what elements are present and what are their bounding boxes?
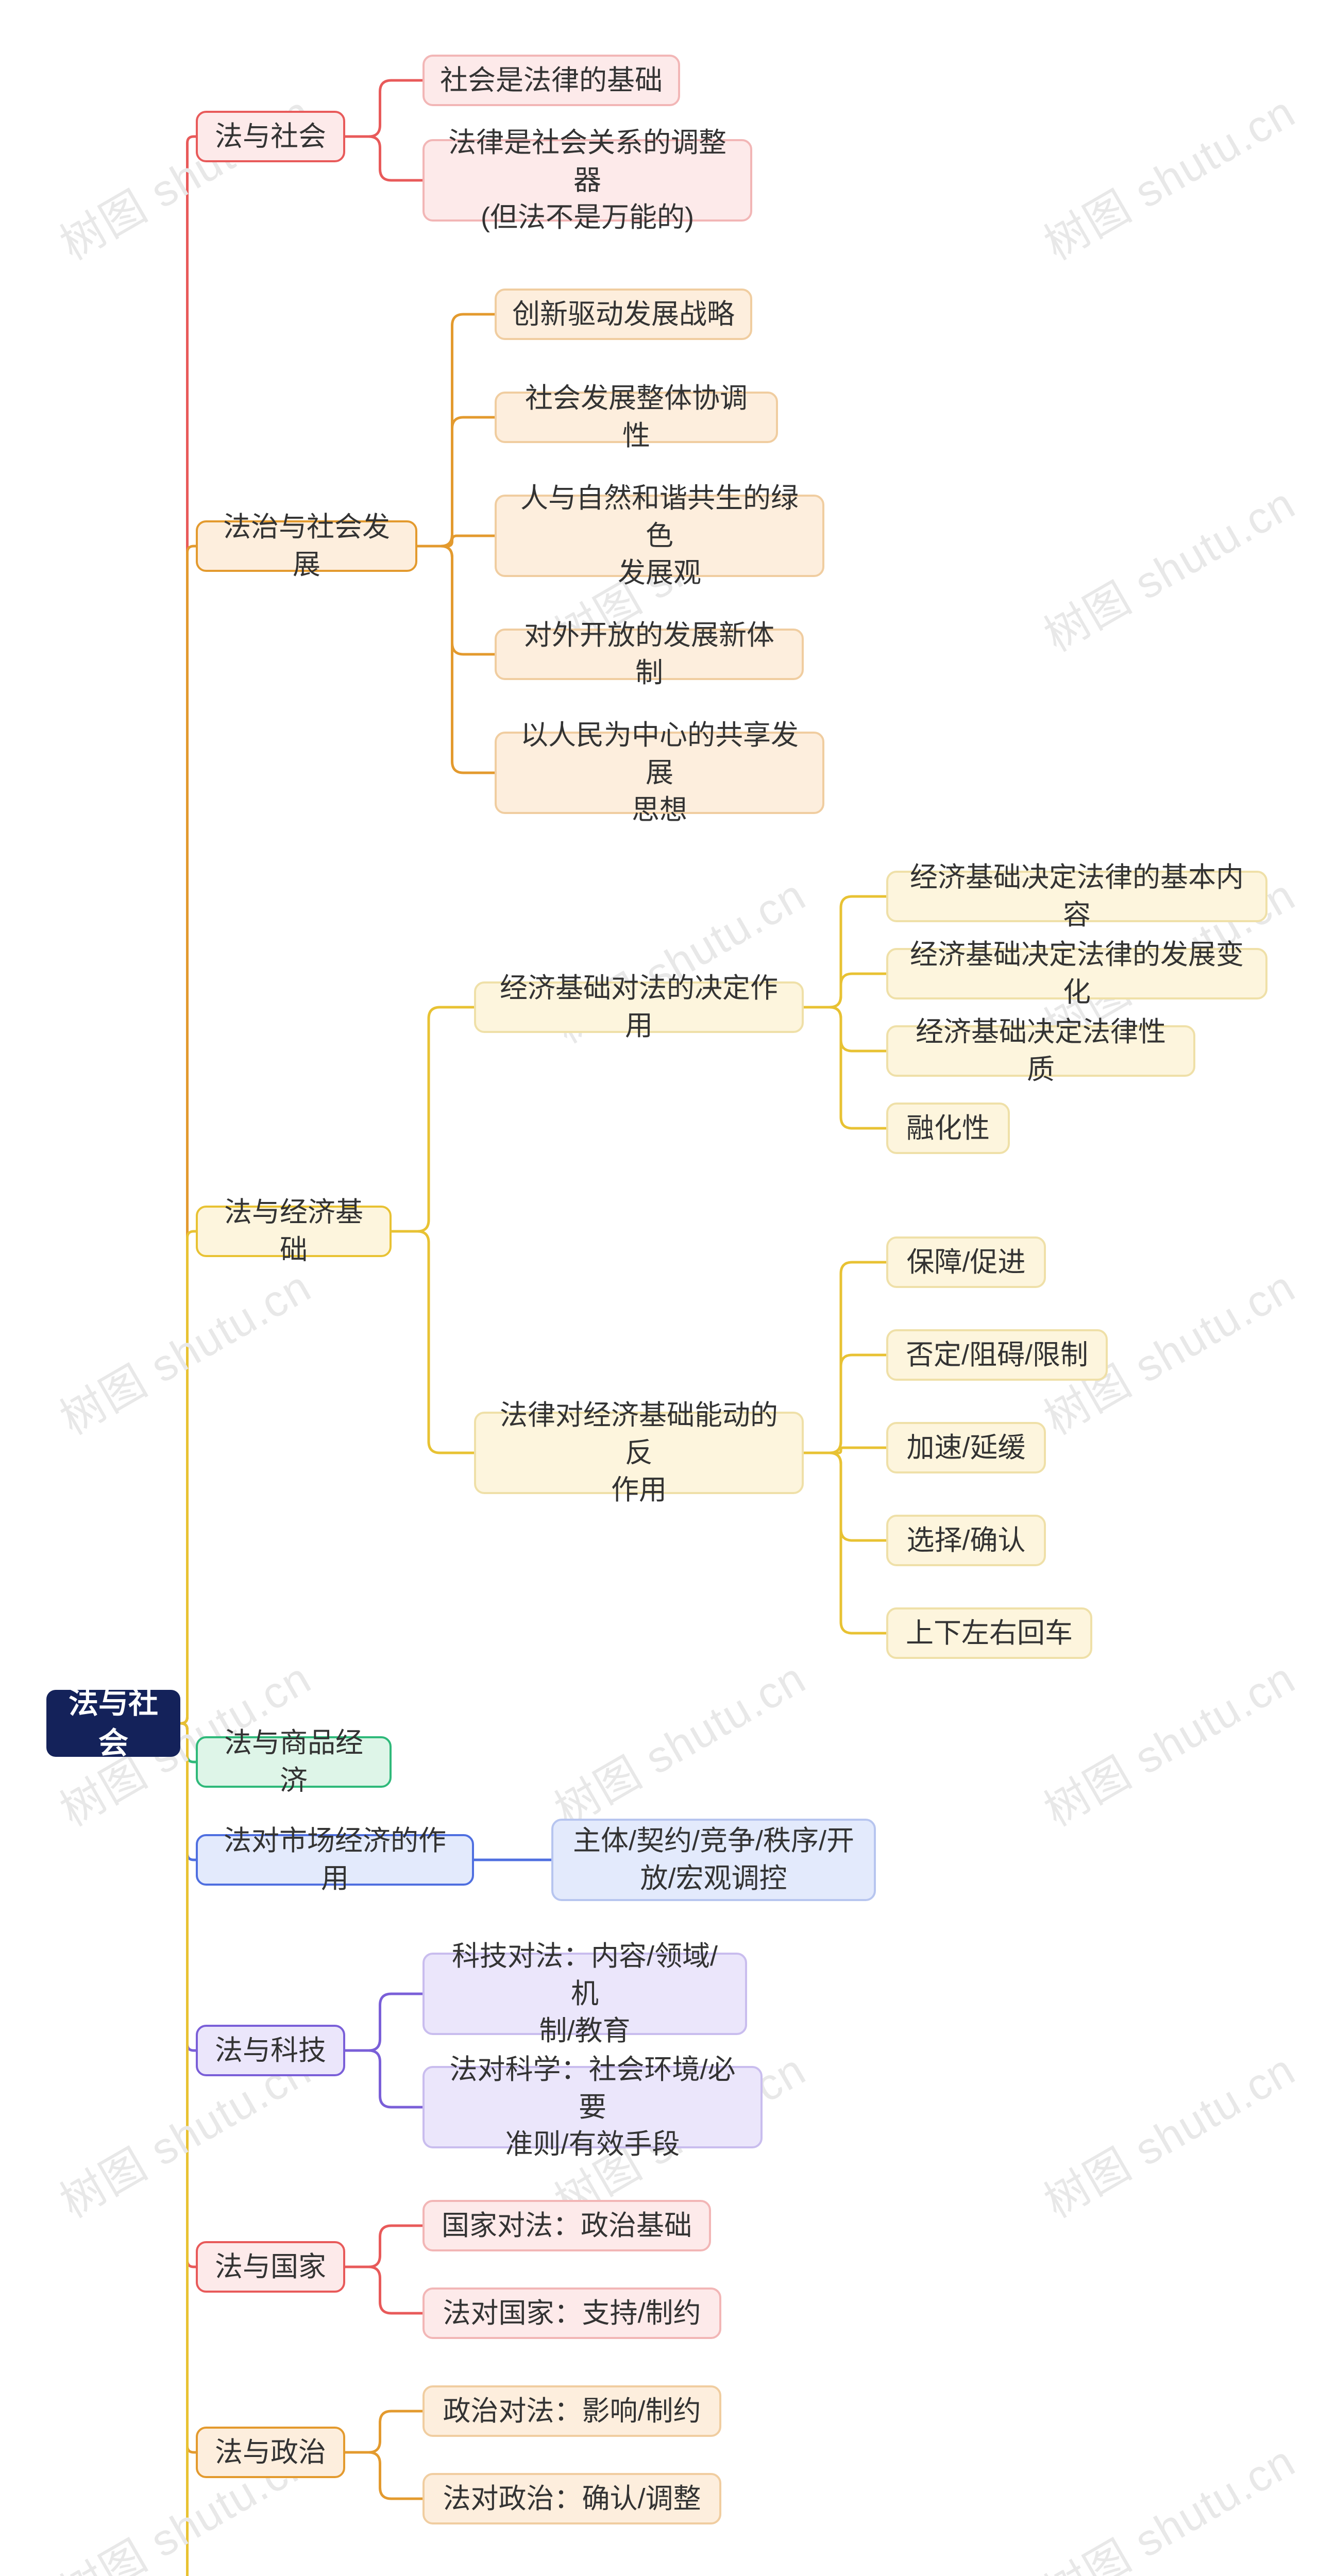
branch-n5[interactable]: 法对市场经济的作用 [196, 1834, 474, 1886]
node[interactable]: 保障/促进 [886, 1236, 1046, 1288]
node[interactable]: 国家对法：政治基础 [422, 2200, 711, 2251]
node[interactable]: 人与自然和谐共生的绿色 发展观 [495, 495, 824, 577]
node[interactable]: 政治对法：影响/制约 [422, 2385, 721, 2437]
node[interactable]: 经济基础决定法律的发展变化 [886, 948, 1267, 999]
node[interactable]: 社会发展整体协调性 [495, 392, 778, 443]
branch-n2[interactable]: 法治与社会发展 [196, 520, 417, 572]
node[interactable]: 法律对经济基础能动的反 作用 [474, 1412, 804, 1494]
node[interactable]: 社会是法律的基础 [422, 55, 680, 106]
node[interactable]: 法对国家：支持/制约 [422, 2287, 721, 2339]
mindmap-page: 树图 shutu.cn 树图 shutu.cn 树图 shutu.cn 树图 shut… [0, 0, 1319, 2576]
watermark: 树图 shutu.cn [1030, 2426, 1305, 2576]
node[interactable]: 法对科学：社会环境/必要 准则/有效手段 [422, 2066, 763, 2148]
node[interactable]: 对外开放的发展新体制 [495, 629, 804, 680]
branch-n6[interactable]: 法与科技 [196, 2025, 345, 2076]
node[interactable]: 选择/确认 [886, 1515, 1046, 1566]
node[interactable]: 经济基础决定法律的基本内容 [886, 871, 1267, 922]
branch-n1[interactable]: 法与社会 [196, 111, 345, 162]
watermark: 树图 shutu.cn [1030, 77, 1305, 273]
watermark: 树图 shutu.cn [46, 77, 321, 273]
branch-n4[interactable]: 法与商品经济 [196, 1736, 392, 1788]
node[interactable]: 主体/契约/竞争/秩序/开 放/宏观调控 [551, 1819, 876, 1901]
node[interactable]: 否定/阻碍/限制 [886, 1329, 1108, 1381]
node[interactable]: 上下左右回车 [886, 1607, 1092, 1659]
node[interactable]: 经济基础对法的决定作用 [474, 981, 804, 1033]
watermark: 树图 shutu.cn [1030, 468, 1305, 664]
node[interactable]: 法律是社会关系的调整器 (但法不是万能的) [422, 139, 752, 222]
watermark: 树图 shutu.cn [1030, 1643, 1305, 1839]
watermark: 树图 shutu.cn [46, 1251, 321, 1447]
node[interactable]: 创新驱动发展战略 [495, 289, 752, 340]
node[interactable]: 科技对法：内容/领域/机 制/教育 [422, 1953, 747, 2035]
node[interactable]: 经济基础决定法律性质 [886, 1025, 1195, 1077]
branch-n3[interactable]: 法与经济基础 [196, 1206, 392, 1257]
branch-n7[interactable]: 法与国家 [196, 2241, 345, 2293]
watermark: 树图 shutu.cn [541, 1643, 816, 1839]
node[interactable]: 以人民为中心的共享发展 思想 [495, 732, 824, 814]
node[interactable]: 加速/延缓 [886, 1422, 1046, 1473]
node[interactable]: 法对政治：确认/调整 [422, 2473, 721, 2524]
branch-n8[interactable]: 法与政治 [196, 2427, 345, 2478]
root-node[interactable]: 法与社会 [46, 1690, 180, 1757]
watermark: 树图 shutu.cn [1030, 2035, 1305, 2230]
node[interactable]: 融化性 [886, 1103, 1010, 1154]
